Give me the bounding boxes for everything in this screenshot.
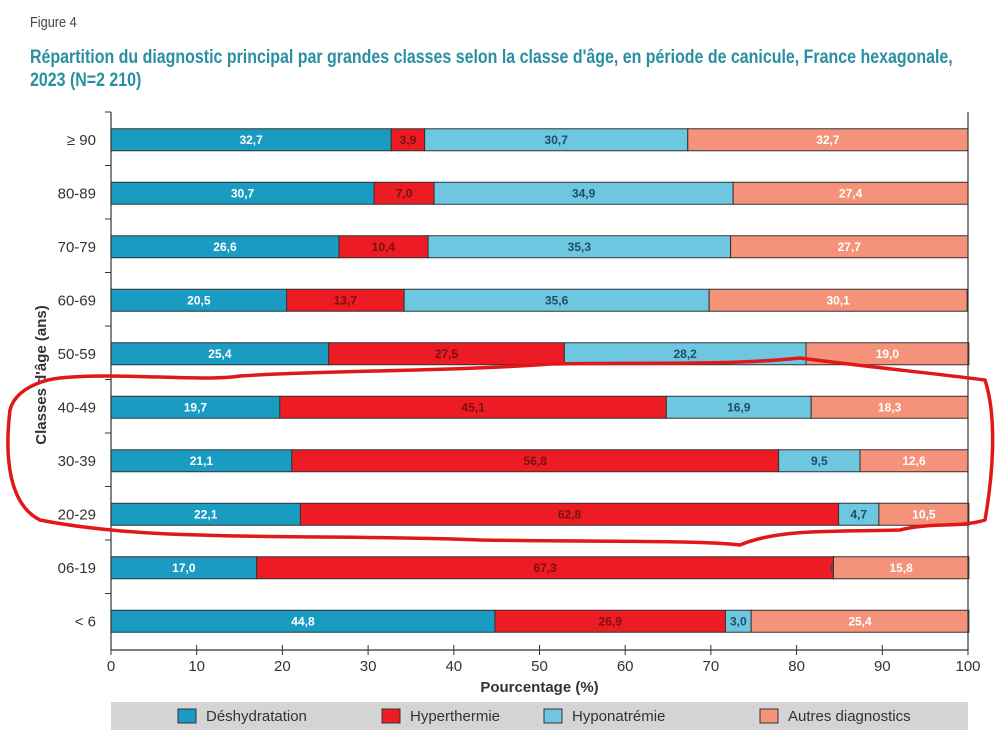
x-tick-label: 10 [188, 658, 205, 675]
x-tick-label: 80 [788, 658, 805, 675]
data-label: 62,8 [558, 507, 582, 521]
data-label: 27,7 [838, 240, 862, 254]
legend: Déshydratation Hyperthermie Hyponatrémie Au… [111, 702, 968, 730]
axes-group: ≥ 90 80-89 70-79 60-69 50-59 40-49 30-39 20-29 0… [58, 111, 981, 675]
data-label: 17,0 [172, 561, 196, 575]
data-label: 26,6 [213, 240, 237, 254]
legend-item: Hyperthermie [381, 708, 500, 725]
data-label: 9,5 [811, 454, 828, 468]
x-tick-label: 70 [703, 658, 720, 675]
y-axis-title: Classes d'âge (ans) [33, 305, 50, 444]
data-label: 30,1 [826, 293, 850, 307]
data-label: 10,5 [912, 507, 936, 521]
category-label: 70-79 [58, 239, 96, 256]
data-label: 28,2 [674, 347, 698, 361]
data-label: 10,4 [372, 240, 396, 254]
data-label: 21,1 [190, 454, 214, 468]
data-label: 35,3 [568, 240, 592, 254]
data-label: 35,6 [545, 293, 569, 307]
data-label: 19,7 [184, 400, 208, 414]
legend-swatch [543, 708, 563, 724]
legend-background [111, 702, 968, 730]
category-label: 20-29 [58, 506, 96, 523]
data-label: 16,9 [727, 400, 751, 414]
x-tick-label: 20 [274, 658, 291, 675]
category-label: 40-49 [58, 399, 96, 416]
data-label: 25,4 [848, 614, 872, 628]
data-label: 27,4 [839, 186, 863, 200]
legend-item: Autres diagnostics [759, 708, 911, 725]
legend-label: Hyponatrémie [572, 708, 665, 725]
bars-group: 32,7 3,9 30,7 32,7 30,7 7,0 34,9 27,4 26,6 10,4 35… [110, 128, 970, 633]
chart-title: Répartition du diagnostic principal par … [30, 47, 953, 91]
data-label: 56,8 [524, 454, 548, 468]
data-label: 27,5 [435, 347, 459, 361]
x-axis-title: Pourcentage (%) [480, 679, 598, 696]
x-tick-label: 100 [955, 658, 980, 675]
category-label: 30-39 [58, 453, 96, 470]
legend-swatch [381, 708, 401, 724]
x-tick-label: 60 [617, 658, 634, 675]
figure-label: Figure 4 [30, 14, 77, 31]
data-label: 67,3 [533, 561, 557, 575]
data-label: 26,9 [599, 614, 623, 628]
legend-label: Déshydratation [206, 708, 307, 725]
legend-label: Autres diagnostics [788, 708, 911, 725]
data-label: 25,4 [208, 347, 232, 361]
data-label: 32,7 [816, 133, 840, 147]
x-tick-label: 40 [445, 658, 462, 675]
category-label: 60-69 [58, 292, 96, 309]
legend-swatch [177, 708, 197, 724]
data-label: 45,1 [461, 400, 485, 414]
x-tick-label: 50 [531, 658, 548, 675]
data-label: 7,0 [396, 186, 413, 200]
data-label: 44,8 [291, 614, 315, 628]
x-tick-label: 30 [360, 658, 377, 675]
legend-swatch [759, 708, 779, 724]
bar-segment-autres-diagnostics [805, 342, 970, 366]
category-label: ≥ 90 [67, 132, 96, 149]
category-label: 50-59 [58, 346, 96, 363]
data-label: 3,9 [400, 133, 417, 147]
legend-item: Déshydratation [177, 708, 307, 725]
data-label: 30,7 [545, 133, 569, 147]
bar-segment-autres-diagnostics [832, 556, 970, 580]
data-label: 34,9 [572, 186, 596, 200]
data-label: 15,8 [889, 561, 913, 575]
annotation-circle [6, 356, 995, 547]
data-label: 12,6 [902, 454, 926, 468]
bar-segment-autres-diagnostics [750, 609, 970, 633]
data-label: 30,7 [231, 186, 255, 200]
x-tick-label: 90 [874, 658, 891, 675]
data-label: 20,5 [187, 293, 211, 307]
category-label: 80-89 [58, 185, 96, 202]
data-label: 3,0 [730, 614, 747, 628]
bar-segment-autres-diagnostics [708, 288, 968, 312]
legend-item: Hyponatrémie [543, 708, 665, 725]
legend-label: Hyperthermie [410, 708, 500, 725]
data-label: 19,0 [876, 347, 900, 361]
category-label: < 6 [75, 613, 96, 630]
data-label: 32,7 [239, 133, 263, 147]
data-label: 13,7 [334, 293, 358, 307]
x-tick-label: 0 [107, 658, 115, 675]
data-label: 22,1 [194, 507, 218, 521]
category-label: 06-19 [58, 560, 96, 577]
data-label: 18,3 [878, 400, 902, 414]
data-label: 4,7 [850, 507, 867, 521]
